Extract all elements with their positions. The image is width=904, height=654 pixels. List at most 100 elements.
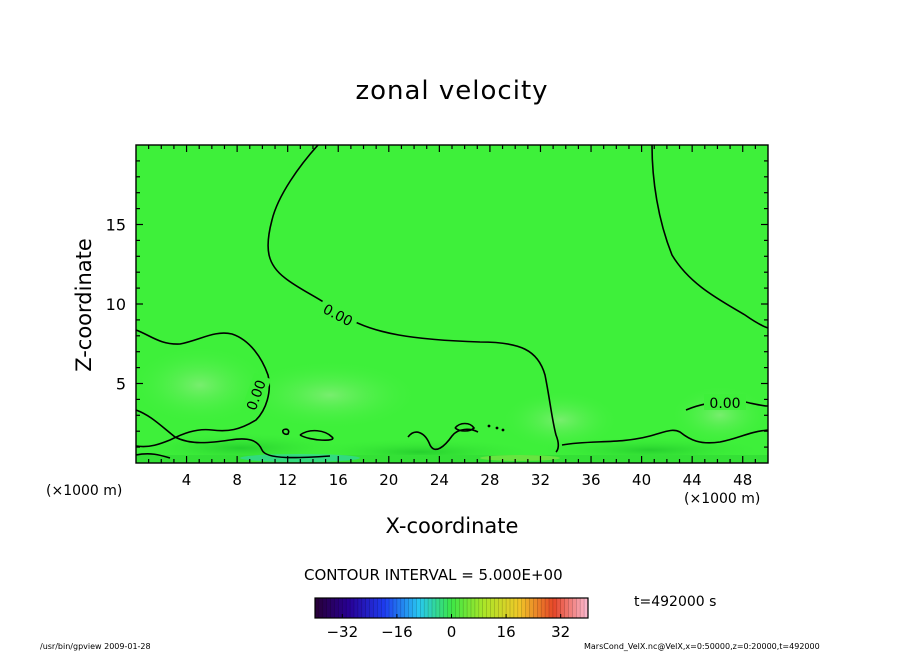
- colorbar-swatch: [533, 598, 538, 618]
- y-tick-label: 5: [116, 375, 126, 394]
- colorbar-swatch: [381, 598, 386, 618]
- colorbar-swatch: [451, 598, 456, 618]
- colorbar-swatch: [564, 598, 569, 618]
- colorbar-swatch: [568, 598, 573, 618]
- colorbar-swatch: [361, 598, 367, 618]
- x-tick-label: 40: [632, 471, 651, 489]
- colorbar-swatch: [576, 598, 581, 618]
- colorbar-swatch: [385, 598, 390, 618]
- colorbar-swatch: [494, 598, 499, 618]
- x-unit-label-left: (×1000 m): [46, 483, 123, 499]
- colorbar-swatch: [486, 598, 491, 618]
- contour-interval-label: CONTOUR INTERVAL = 5.000E+00: [304, 566, 563, 584]
- colorbar-tick-label: 32: [551, 623, 570, 641]
- colorbar-swatch: [393, 598, 398, 618]
- colorbar-swatch: [556, 598, 562, 618]
- x-tick-label: 20: [379, 471, 398, 489]
- colorbar-swatch: [471, 598, 476, 618]
- y-axis-label: Z-coordinate: [72, 238, 96, 372]
- colorbar-tick-label: −32: [326, 623, 358, 641]
- colorbar-swatch: [541, 598, 546, 618]
- colorbar-swatch: [525, 598, 530, 618]
- colorbar-swatch: [357, 598, 363, 618]
- chart-title: zonal velocity: [355, 76, 549, 106]
- colorbar-swatch: [412, 598, 417, 618]
- x-tick-label: 36: [581, 471, 600, 489]
- colorbar-swatch: [435, 598, 441, 618]
- colorbar-swatch: [529, 598, 534, 618]
- x-tick-label: 24: [430, 471, 449, 489]
- colorbar-swatch: [549, 598, 554, 618]
- x-axis-label: X-coordinate: [385, 514, 519, 538]
- x-tick-label: 44: [683, 471, 702, 489]
- colorbar-swatch: [439, 598, 445, 618]
- colorbar-swatch: [428, 598, 433, 618]
- x-axis: 4 8 12 16 20 24 28 32 36 40 44 48: [148, 145, 756, 489]
- x-tick-label: 32: [531, 471, 550, 489]
- colorbar-tick-label: −16: [381, 623, 413, 641]
- colorbar-swatch: [517, 598, 523, 618]
- colorbar-swatch: [552, 598, 558, 618]
- contour-upper-left: [267, 145, 560, 453]
- colorbar-swatch: [369, 598, 374, 618]
- colorbar-swatch: [424, 598, 429, 618]
- x-tick-label: 28: [480, 471, 499, 489]
- y-tick-label: 10: [106, 295, 126, 314]
- y-tick-label: 15: [106, 216, 126, 235]
- colorbar-swatch: [498, 598, 503, 618]
- colorbar-swatch: [338, 598, 343, 618]
- colorbar-swatch: [396, 598, 402, 618]
- colorbar-swatch: [459, 598, 464, 618]
- contour-upper-right: [651, 145, 768, 329]
- colorbar-swatch: [490, 598, 495, 618]
- colorbar-swatch: [474, 598, 480, 618]
- colorbar-swatch: [478, 598, 484, 618]
- contour-left-lobe: [136, 329, 271, 448]
- colorbar-tick-label: 16: [497, 623, 516, 641]
- contour-bottom-4: [561, 429, 768, 446]
- colorbar-swatch: [404, 598, 409, 618]
- colorbar-swatch: [408, 598, 413, 618]
- contour-bottom-2: [299, 429, 334, 441]
- colorbar-swatch: [510, 598, 515, 618]
- contour-small-1: [454, 422, 476, 432]
- contour-dots: [487, 424, 505, 432]
- colorbar-swatch: [315, 598, 320, 618]
- contour-label-3: 0.00: [709, 396, 740, 412]
- contour-bottom-5: [136, 452, 171, 459]
- colorbar-swatch: [560, 598, 565, 618]
- colorbar-swatch: [447, 598, 452, 618]
- colorbar: −32 −16 0 16 32: [314, 597, 589, 641]
- colorbar-swatch: [377, 598, 382, 618]
- colorbar-swatch: [416, 598, 421, 618]
- colorbar-swatch: [354, 598, 359, 618]
- footer-program-date: /usr/bin/gpview 2009-01-28: [40, 642, 151, 651]
- colorbar-swatch: [400, 598, 406, 618]
- colorbar-swatch: [584, 598, 589, 618]
- colorbar-swatch: [580, 598, 585, 618]
- colorbar-swatch: [373, 598, 378, 618]
- colorbar-swatch: [545, 598, 550, 618]
- x-unit-label-right: (×1000 m): [684, 491, 761, 507]
- contour-small-2: [282, 428, 290, 436]
- colorbar-swatch: [318, 598, 324, 618]
- colorbar-swatch: [467, 598, 472, 618]
- time-label: t=492000 s: [634, 594, 717, 610]
- colorbar-swatch: [506, 598, 511, 618]
- colorbar-swatch: [334, 598, 339, 618]
- colorbar-swatch: [521, 598, 526, 618]
- colorbar-swatch: [432, 598, 437, 618]
- contour-bottom-1: [136, 409, 331, 459]
- colorbar-swatch: [342, 598, 347, 618]
- contour-bottom-3: [407, 428, 479, 451]
- x-tick-label: 8: [232, 471, 242, 489]
- colorbar-swatch: [420, 598, 425, 618]
- footer-data-source: MarsCond_VelX.nc@VelX,x=0:50000,z=0:2000…: [584, 642, 820, 651]
- x-tick-label: 12: [278, 471, 297, 489]
- colorbar-swatch: [513, 598, 519, 618]
- colorbar-swatch: [502, 598, 507, 618]
- colorbar-swatch: [389, 598, 394, 618]
- x-tick-label: 48: [733, 471, 752, 489]
